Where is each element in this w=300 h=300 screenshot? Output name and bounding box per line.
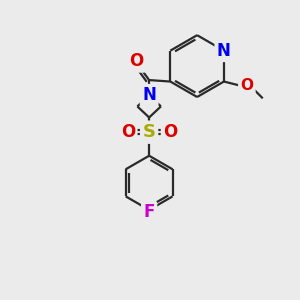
- Text: O: O: [163, 123, 178, 141]
- Text: S: S: [142, 123, 156, 141]
- Text: O: O: [240, 78, 254, 93]
- Text: O: O: [129, 52, 144, 70]
- Text: N: N: [217, 42, 231, 60]
- Text: O: O: [121, 123, 135, 141]
- Text: N: N: [142, 86, 156, 104]
- Text: F: F: [143, 203, 155, 221]
